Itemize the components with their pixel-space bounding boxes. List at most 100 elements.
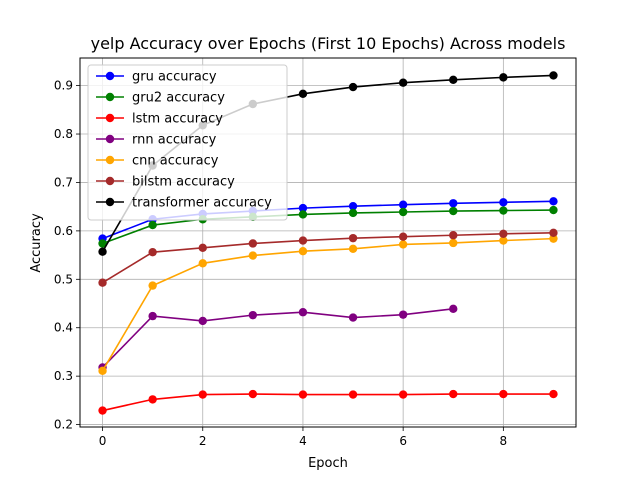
data-point-lstm [98, 406, 107, 415]
legend-item-cnn: cnn accuracy [96, 154, 219, 169]
data-point-rnn [148, 311, 157, 321]
data-point-bilstm [398, 232, 408, 241]
data-point-cnn [549, 234, 558, 243]
data-point-transformer [98, 247, 107, 256]
data-point-gru2 [449, 206, 458, 216]
legend-item-bilstm: bilstm accuracy [96, 175, 235, 190]
series-cnn [98, 234, 558, 376]
data-point-lstm [248, 389, 258, 399]
data-point-gru2 [298, 210, 308, 219]
data-point-rnn [298, 308, 308, 317]
data-point-gru [449, 199, 458, 208]
legend-label: gru accuracy [132, 70, 217, 85]
data-point-bilstm [148, 247, 157, 257]
data-point-gru2 [549, 205, 558, 215]
data-point-bilstm [98, 278, 107, 287]
data-point-bilstm [499, 229, 508, 238]
x-tick-label: 2 [199, 434, 207, 448]
data-point-lstm [449, 389, 458, 399]
data-point-bilstm [198, 243, 207, 253]
data-point-cnn [449, 238, 458, 248]
legend-item-lstm: lstm accuracy [96, 112, 223, 127]
legend-label: lstm accuracy [132, 112, 223, 127]
series-line-cnn [101, 237, 554, 372]
data-point-lstm [499, 389, 508, 399]
data-point-gru2 [499, 206, 508, 215]
x-tick-label: 6 [399, 434, 407, 448]
legend-label: transformer accuracy [132, 196, 272, 211]
data-point-bilstm [549, 228, 558, 238]
legend-label: bilstm accuracy [132, 175, 235, 190]
data-point-cnn [499, 236, 508, 245]
x-tick-label: 4 [299, 434, 307, 448]
y-tick-label: 0.7 [54, 175, 73, 189]
legend-swatch-marker [105, 197, 115, 207]
data-point-transformer [549, 71, 558, 80]
y-tick-label: 0.8 [54, 127, 73, 141]
legend-label: gru2 accuracy [132, 91, 225, 106]
data-point-bilstm [298, 236, 308, 245]
chart-title: yelp Accuracy over Epochs (First 10 Epoc… [91, 34, 566, 53]
legend-label: cnn accuracy [132, 154, 219, 169]
y-tick-label: 0.9 [54, 79, 73, 93]
data-point-transformer [449, 75, 458, 84]
data-point-gru2 [98, 239, 107, 248]
data-point-transformer [298, 89, 308, 99]
legend: gru accuracy gru2 accuracy lstm accuracy rn… [87, 64, 288, 221]
data-point-gru [499, 198, 508, 207]
data-point-lstm [298, 390, 308, 399]
data-point-rnn [398, 310, 408, 319]
data-point-gru2 [148, 220, 157, 230]
y-axis-label: Accuracy [29, 213, 44, 273]
data-point-rnn [348, 313, 358, 322]
ticks: 0 2 4 6 8 0.2 0.3 0.4 0.5 0.6 0.7 0.8 0.9 [54, 79, 507, 448]
data-point-rnn [198, 316, 207, 326]
legend-swatch-marker [105, 113, 115, 123]
x-tick-label: 8 [500, 434, 508, 448]
y-tick-label: 0.6 [54, 224, 73, 238]
data-point-lstm [549, 389, 558, 399]
data-point-gru [398, 200, 408, 209]
data-point-rnn [449, 304, 458, 314]
data-point-transformer [348, 82, 358, 92]
legend-swatch-marker [105, 71, 115, 81]
data-point-cnn [248, 251, 258, 260]
series-line-rnn [101, 308, 454, 368]
y-tick-label: 0.5 [54, 272, 73, 286]
legend-item-gru2: gru2 accuracy [96, 91, 225, 106]
data-point-cnn [198, 259, 207, 268]
legend-box [87, 64, 288, 221]
legend-label: rnn accuracy [132, 133, 217, 148]
data-point-bilstm [248, 239, 258, 248]
data-point-gru [298, 203, 308, 213]
legend-item-transformer: transformer accuracy [96, 196, 272, 211]
legend-item-gru: gru accuracy [96, 70, 217, 85]
plot-frame [79, 57, 577, 428]
legend-swatch-marker [105, 92, 115, 102]
series-bilstm [98, 228, 558, 287]
data-point-cnn [348, 244, 358, 253]
series-line-gru2 [102, 209, 554, 245]
series-line-bilstm [102, 232, 554, 284]
data-point-cnn [148, 281, 157, 290]
legend-swatch-marker [105, 155, 115, 165]
x-axis-label: Epoch [308, 456, 348, 471]
data-point-transformer [499, 73, 508, 82]
data-point-gru2 [398, 207, 408, 217]
data-point-lstm [148, 395, 157, 404]
legend-item-rnn: rnn accuracy [96, 133, 217, 148]
data-point-gru [549, 197, 558, 206]
data-point-bilstm [348, 233, 358, 243]
data-point-lstm [348, 390, 358, 399]
series-line-lstm [102, 393, 554, 412]
data-point-cnn [98, 366, 107, 376]
data-point-transformer [398, 78, 408, 87]
data-point-cnn [298, 247, 308, 256]
data-point-bilstm [449, 231, 458, 240]
y-tick-label: 0.2 [54, 418, 73, 432]
data-point-lstm [398, 390, 408, 399]
legend-swatch-marker [105, 176, 115, 186]
series-lstm [98, 389, 558, 415]
y-tick-label: 0.3 [54, 369, 73, 383]
